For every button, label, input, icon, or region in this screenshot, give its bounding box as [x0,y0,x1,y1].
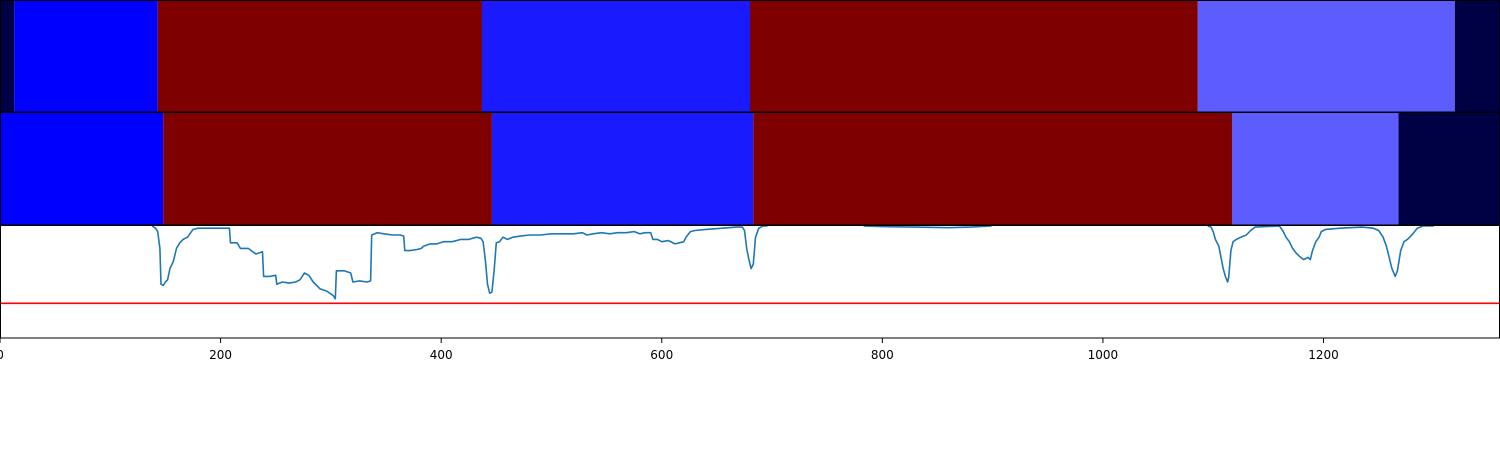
middle-segment-4 [1231,113,1399,225]
middle-segment-2 [491,113,754,225]
middle-segment-1 [163,113,492,225]
x-tick-label-6: 1200 [1308,348,1339,362]
x-tick-label-5: 1000 [1088,348,1119,362]
middle-segment-0 [0,113,164,225]
segment-panel-middle [0,113,1500,225]
top-segment-6 [1454,1,1500,112]
top-segment-3 [481,1,750,112]
top-segment-5 [1197,1,1455,112]
top-segment-0 [0,1,15,112]
x-tick-label-0: 0 [0,348,4,362]
middle-segment-3 [753,113,1232,225]
line-series-0 [151,226,768,300]
line-series-2 [1207,226,1434,283]
x-tick-label-2: 400 [430,348,453,362]
x-tick-label-4: 800 [871,348,894,362]
middle-segment-5 [1398,113,1500,225]
top-segment-2 [157,1,482,112]
line-panel [0,226,1500,305]
x-tick-label-1: 200 [209,348,232,362]
line-series-1 [863,226,992,229]
x-tick-label-3: 600 [650,348,673,362]
top-segment-1 [14,1,158,112]
frame-bottom [0,225,1500,339]
top-segment-4 [750,1,1198,112]
x-axis: 0 200 400 600 800 1000 1200 [0,338,1339,362]
segment-panel-top [0,1,1500,112]
